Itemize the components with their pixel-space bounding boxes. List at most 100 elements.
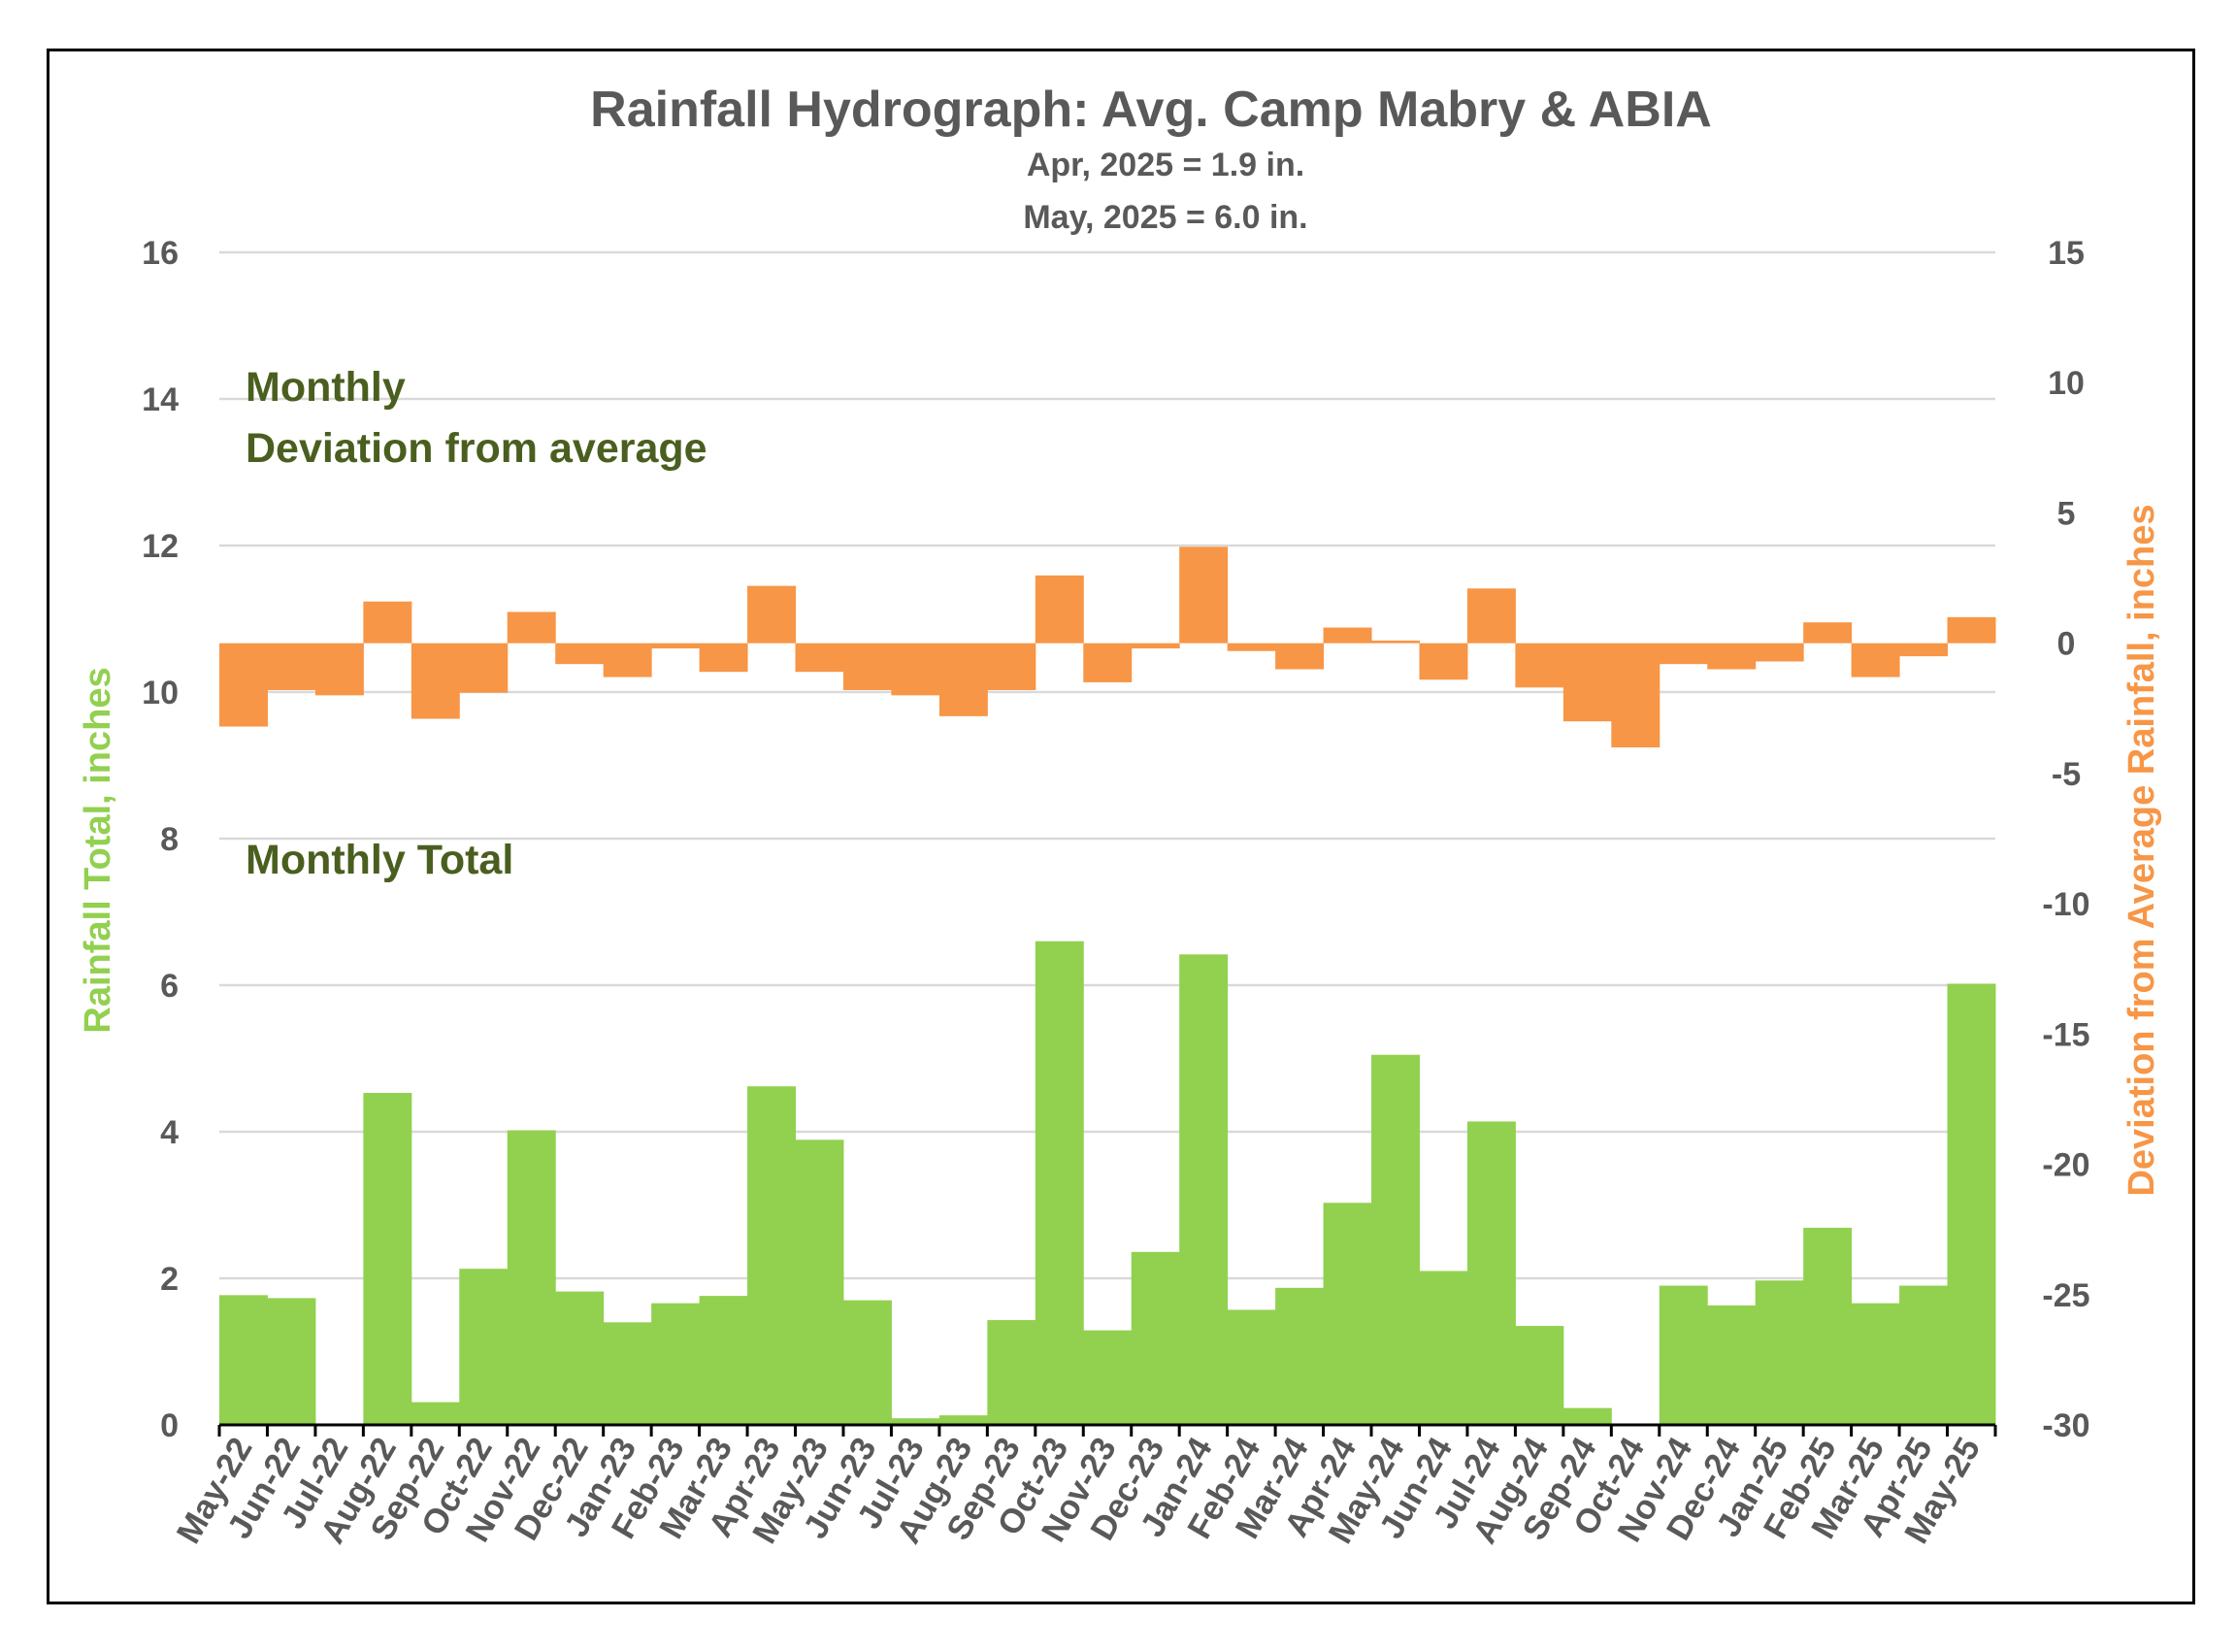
monthly-total-bar xyxy=(795,1140,844,1425)
right-tick-label: -20 xyxy=(2042,1147,2089,1184)
deviation-bar xyxy=(1515,643,1564,688)
right-tick-label: 5 xyxy=(2057,495,2076,532)
left-tick-label: 0 xyxy=(160,1407,179,1444)
right-tick-label: -15 xyxy=(2042,1016,2089,1053)
monthly-total-bars xyxy=(219,941,1996,1425)
deviation-bar xyxy=(795,643,844,673)
monthly-total-bar xyxy=(459,1269,509,1425)
monthly-total-bar xyxy=(842,1300,892,1425)
left-tick-label: 2 xyxy=(160,1261,179,1298)
monthly-total-bar xyxy=(938,1415,988,1425)
chart-svg: 0246810121416-30-25-20-15-10-5051015May-… xyxy=(78,82,2162,1550)
deviation-bar xyxy=(747,585,797,644)
monthly-total-bar xyxy=(219,1295,268,1425)
monthly-total-bar xyxy=(1899,1285,1949,1425)
deviation-bar xyxy=(555,643,605,665)
deviation-bar xyxy=(603,643,652,677)
monthly-total-bar xyxy=(1419,1271,1468,1425)
deviation-bar xyxy=(1131,643,1180,649)
deviation-bar xyxy=(1707,643,1757,670)
monthly-total-bar xyxy=(747,1086,797,1425)
deviation-bar xyxy=(267,643,316,690)
monthly-total-bar xyxy=(1035,941,1084,1425)
monthly-total-bar xyxy=(1371,1054,1420,1425)
deviation-bar xyxy=(507,611,556,644)
annotation-deviation-from-average: Deviation from average xyxy=(246,425,707,472)
monthly-total-bar xyxy=(699,1296,748,1425)
deviation-bar xyxy=(411,643,460,719)
deviation-bar xyxy=(1371,640,1420,644)
monthly-total-bar xyxy=(1083,1330,1133,1425)
monthly-total-bar xyxy=(1179,954,1229,1425)
deviation-bars xyxy=(219,546,1996,748)
deviation-bar xyxy=(1562,643,1612,722)
monthly-total-bar xyxy=(267,1298,316,1425)
left-tick-label: 6 xyxy=(160,968,179,1005)
right-tick-label: 0 xyxy=(2057,626,2076,663)
deviation-bar xyxy=(699,643,748,673)
left-tick-label: 16 xyxy=(142,235,179,272)
left-tick-label: 4 xyxy=(160,1114,179,1151)
left-tick-label: 10 xyxy=(142,675,179,711)
deviation-bar xyxy=(1947,616,1996,644)
right-tick-label: -10 xyxy=(2042,886,2089,923)
deviation-bar xyxy=(1179,546,1229,644)
left-axis-label: Rainfall Total, inches xyxy=(78,667,118,1033)
deviation-bar xyxy=(219,643,268,727)
deviation-bar xyxy=(314,643,364,696)
monthly-total-bar xyxy=(555,1291,605,1425)
monthly-total-bar xyxy=(1659,1285,1708,1425)
deviation-bar xyxy=(1227,643,1276,651)
right-tick-label: -25 xyxy=(2042,1277,2089,1314)
annotation-monthly: Monthly xyxy=(246,364,406,411)
deviation-bar xyxy=(1323,627,1372,644)
monthly-total-bar xyxy=(1515,1326,1564,1425)
deviation-bar xyxy=(1035,575,1084,644)
right-tick-label: -30 xyxy=(2042,1407,2089,1444)
monthly-total-bar xyxy=(1562,1407,1612,1425)
monthly-total-bar xyxy=(1323,1203,1372,1425)
monthly-total-bar xyxy=(1851,1303,1900,1425)
deviation-bar xyxy=(1419,643,1468,680)
monthly-total-bar xyxy=(1707,1305,1757,1425)
deviation-bar xyxy=(1803,622,1853,644)
deviation-bar xyxy=(1851,643,1900,677)
deviation-bar xyxy=(459,643,509,693)
monthly-total-bar xyxy=(507,1130,556,1425)
monthly-total-bar xyxy=(1466,1121,1516,1425)
left-tick-label: 14 xyxy=(142,381,179,418)
monthly-total-bar xyxy=(411,1402,460,1425)
monthly-total-bar xyxy=(1227,1309,1276,1425)
monthly-total-bar xyxy=(1803,1227,1853,1425)
annotation-monthly-total: Monthly Total xyxy=(246,837,513,883)
deviation-bar xyxy=(1083,643,1133,682)
gridlines xyxy=(219,250,1995,1280)
monthly-total-bar xyxy=(1755,1280,1804,1425)
deviation-bar xyxy=(1611,643,1661,748)
deviation-bar xyxy=(1899,643,1949,657)
deviation-bar xyxy=(363,601,412,644)
deviation-bar xyxy=(891,643,940,696)
deviation-bar xyxy=(1275,643,1325,670)
right-tick-label: -5 xyxy=(2052,756,2081,793)
monthly-total-bar xyxy=(987,1320,1036,1425)
monthly-total-bar xyxy=(1947,983,1996,1425)
axes: 0246810121416-30-25-20-15-10-5051015May-… xyxy=(142,235,2089,1550)
monthly-total-bar xyxy=(603,1322,652,1425)
deviation-bar xyxy=(938,643,988,716)
right-tick-label: 10 xyxy=(2048,365,2085,402)
chart-subtitle-line-2: May, 2025 = 6.0 in. xyxy=(1023,199,1307,236)
deviation-bar xyxy=(1466,588,1516,644)
deviation-bar xyxy=(1659,643,1708,665)
chart-subtitle-line-1: Apr, 2025 = 1.9 in. xyxy=(1027,147,1304,183)
chart-frame: 0 2 4 6 8 10 12 14 16 -30 -25 -20 -15 -10 -5 0 5 10 15 May-… xyxy=(47,49,2195,1604)
monthly-total-bar xyxy=(363,1092,412,1425)
right-tick-label: 15 xyxy=(2048,235,2085,272)
deviation-bar xyxy=(987,643,1036,690)
monthly-total-bar xyxy=(1131,1251,1180,1425)
right-axis-label: Deviation from Average Rainfall, inches xyxy=(2121,504,2162,1196)
left-tick-label: 12 xyxy=(142,528,179,565)
deviation-bar xyxy=(1755,643,1804,662)
chart-title: Rainfall Hydrograph: Avg. Camp Mabry & A… xyxy=(590,82,1712,138)
left-tick-label: 8 xyxy=(160,821,179,858)
